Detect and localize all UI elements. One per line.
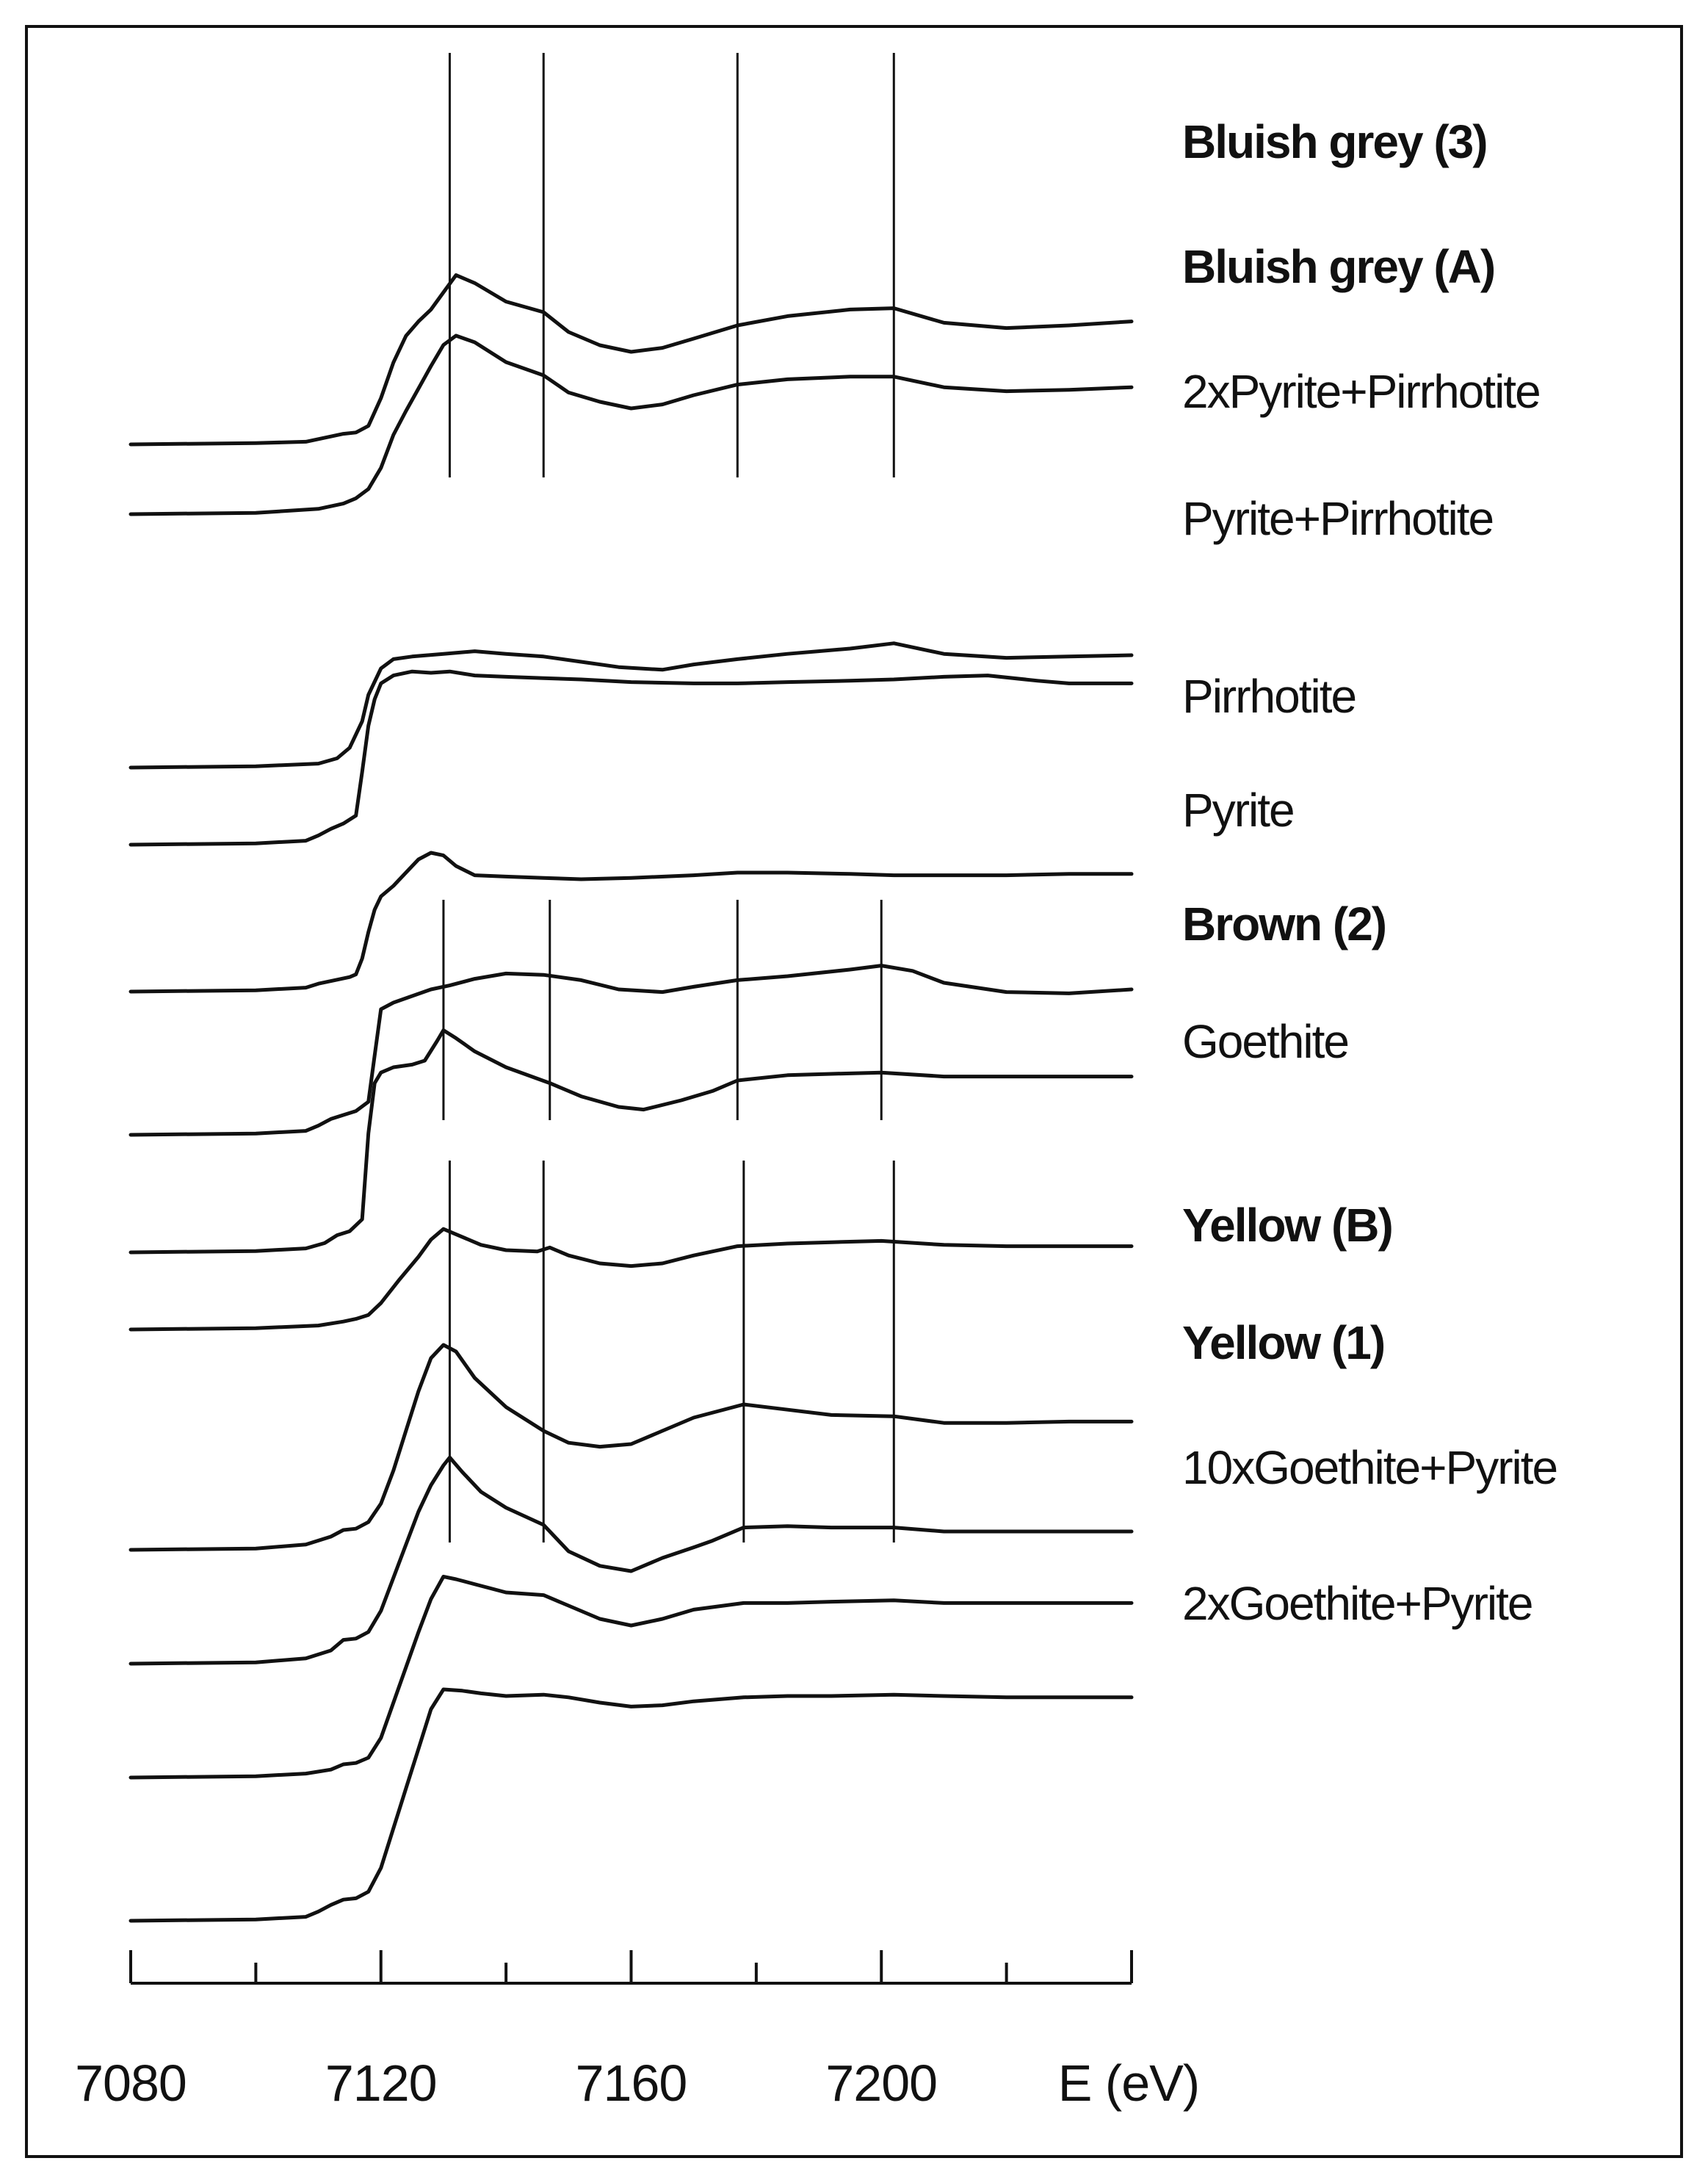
series-label-goethite: Goethite <box>1182 1015 1348 1068</box>
series-line-goethite <box>129 1227 1134 1332</box>
series-line-pirrhotite <box>129 851 1134 994</box>
x-tick-label-7160: 7160 <box>576 2054 687 2112</box>
series-line-yellow-1 <box>129 1455 1134 1666</box>
series-label-pirrhotite: Pirrhotite <box>1182 670 1356 723</box>
reference-lines <box>442 53 895 1542</box>
series-label-yellow-1: Yellow (1) <box>1182 1316 1384 1369</box>
x-axis: 7080 7120 7160 7200 E (eV) <box>75 1950 1200 2112</box>
x-axis-label: E (eV) <box>1058 2054 1199 2112</box>
series-line-yellow-b <box>129 1343 1134 1552</box>
series-line-pyrite <box>129 964 1134 1137</box>
series-label-2xpyrite-pirrhotite: 2xPyrite+Pirrhotite <box>1182 365 1540 418</box>
series-line-brown-2 <box>129 1028 1134 1255</box>
series-label-bluish-grey-a: Bluish grey (A) <box>1182 240 1494 293</box>
series-line-10xgoethite-pyrite <box>129 1574 1134 1780</box>
x-tick-label-7080: 7080 <box>75 2054 187 2112</box>
series-line-bluish-grey-3 <box>129 273 1134 447</box>
series-label-10xgoethite-pyrite: 10xGoethite+Pyrite <box>1182 1441 1557 1494</box>
series-label-pyrite: Pyrite <box>1182 784 1294 837</box>
series-label-yellow-b: Yellow (B) <box>1182 1199 1392 1252</box>
series-line-pyrite-pirrhotite <box>129 669 1134 847</box>
spectrum-labels: Bluish grey (3) Bluish grey (A) 2xPyrite+P… <box>1182 115 1558 1630</box>
x-ticks: 7080 7120 7160 7200 <box>75 1950 1133 2112</box>
series-label-pyrite-pirrhotite: Pyrite+Pirrhotite <box>1182 492 1493 545</box>
spectra <box>129 273 1134 1923</box>
series-label-brown-2: Brown (2) <box>1182 898 1386 950</box>
x-tick-label-7200: 7200 <box>825 2054 937 2112</box>
figure-frame <box>25 25 1683 2158</box>
series-line-bluish-grey-a <box>129 333 1134 516</box>
series-label-2xgoethite-pyrite: 2xGoethite+Pyrite <box>1182 1577 1533 1630</box>
series-line-2xgoethite-pyrite <box>129 1687 1134 1923</box>
series-label-bluish-grey-3: Bluish grey (3) <box>1182 115 1487 168</box>
x-tick-label-7120: 7120 <box>325 2054 437 2112</box>
series-line-2xpyrite-pirrhotite <box>129 641 1134 770</box>
